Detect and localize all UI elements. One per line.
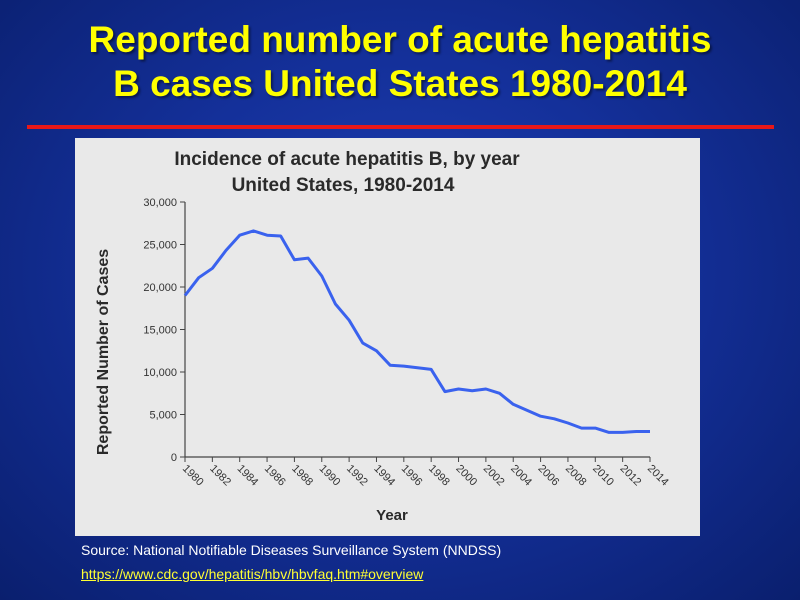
x-tick-label: 1988 — [289, 463, 315, 489]
y-tick-label: 30,000 — [143, 197, 177, 209]
x-tick-label: 2006 — [535, 463, 561, 489]
x-tick-label: 1998 — [426, 463, 452, 489]
line-chart: Incidence of acute hepatitis B, by year … — [95, 149, 671, 524]
source-link[interactable]: https://www.cdc.gov/hepatitis/hbv/hbvfaq… — [81, 566, 424, 582]
x-tick-label: 1980 — [180, 463, 206, 489]
chart-subtitle: United States, 1980-2014 — [232, 175, 455, 196]
y-tick-label: 20,000 — [143, 282, 177, 294]
slide-title-line2: B cases United States 1980-2014 — [113, 63, 687, 104]
x-tick-label: 2008 — [563, 463, 589, 489]
x-tick-label: 1996 — [399, 463, 425, 489]
y-tick-label: 10,000 — [143, 367, 177, 379]
y-tick-label: 0 — [171, 452, 177, 464]
x-tick-label: 2012 — [618, 463, 644, 489]
chart-panel: Incidence of acute hepatitis B, by year … — [75, 138, 700, 536]
x-tick-label: 1984 — [235, 463, 261, 489]
x-tick-label: 1982 — [207, 463, 233, 489]
y-tick-label: 15,000 — [143, 325, 177, 337]
y-tick-label: 5,000 — [149, 410, 177, 422]
y-axis-label: Reported Number of Cases — [95, 249, 112, 455]
x-tick-label: 2000 — [453, 463, 479, 489]
chart-title: Incidence of acute hepatitis B, by year — [174, 149, 520, 170]
x-tick-group: 1980 1982 1984 1986 1988 1990 1992 1994 1996 1998… — [180, 457, 671, 488]
source-text: Source: National Notifiable Diseases Sur… — [81, 542, 502, 558]
series-line — [183, 229, 650, 434]
slide-title: Reported number of acute hepatitis B cas… — [0, 18, 800, 106]
x-tick-label: 2014 — [645, 463, 671, 489]
x-tick-label: 2010 — [590, 463, 616, 489]
x-tick-label: 2002 — [481, 463, 507, 489]
x-tick-label: 1994 — [371, 463, 397, 489]
title-divider — [27, 125, 774, 129]
x-tick-label: 1986 — [262, 463, 288, 489]
x-axis-label: Year — [376, 507, 408, 524]
x-tick-label: 2004 — [508, 463, 534, 489]
y-tick-label: 25,000 — [143, 240, 177, 252]
slide-title-line1: Reported number of acute hepatitis — [88, 19, 712, 60]
x-tick-label: 1992 — [344, 463, 370, 489]
y-tick-group: 0 5,000 10,000 15,000 20,000 25,000 30,000 — [143, 197, 185, 464]
x-tick-label: 1990 — [317, 463, 343, 489]
